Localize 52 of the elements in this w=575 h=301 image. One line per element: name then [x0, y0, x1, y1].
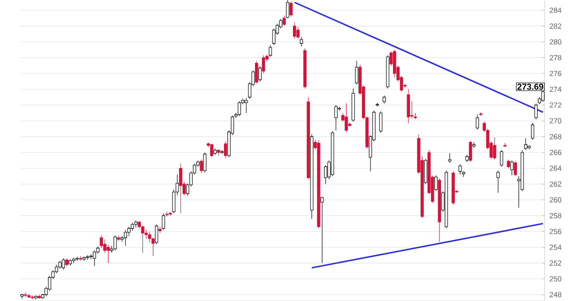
candlestick [534, 103, 538, 120]
candlestick [255, 60, 258, 84]
candlestick [179, 163, 182, 214]
candlestick [286, 0, 290, 18]
candlestick [162, 213, 166, 230]
candlestick [458, 164, 462, 175]
candlestick [141, 224, 144, 254]
candlestick [244, 98, 248, 114]
candlestick [282, 16, 286, 26]
candlestick [434, 175, 438, 192]
candlestick [320, 196, 324, 264]
candlestick [258, 66, 262, 82]
candlestick [203, 152, 206, 172]
candlestick [406, 89, 410, 124]
candlestick [224, 141, 228, 158]
candlestick [210, 144, 214, 158]
candlestick [334, 104, 338, 131]
candlestick [324, 164, 328, 184]
annotation: 273.69 [517, 84, 544, 90]
candlestick [514, 160, 517, 176]
candlestick [124, 230, 128, 246]
candlestick [379, 111, 382, 133]
candlestick [86, 254, 90, 260]
candlestick [62, 258, 65, 270]
candlestick [476, 114, 479, 130]
candlestick [300, 36, 304, 47]
candlestick [448, 153, 452, 164]
candlestick [268, 44, 272, 58]
candlestick [154, 224, 158, 244]
candlestick [493, 137, 496, 160]
candlestick [393, 50, 396, 78]
candlestick [355, 60, 358, 85]
candlestick [424, 158, 428, 184]
candlestick [524, 138, 528, 150]
candlestick [344, 103, 348, 132]
candlestick [472, 142, 476, 148]
candlestick [262, 55, 266, 74]
candlestick [89, 254, 93, 260]
candlestick [496, 170, 500, 194]
candlestick [500, 150, 504, 167]
candlestick [158, 226, 162, 234]
candlestick [238, 100, 241, 116]
candlestick [468, 140, 472, 162]
candlestick [290, 1, 293, 17]
candlestick [200, 159, 203, 174]
candlestick [20, 294, 24, 299]
candlestick [92, 250, 96, 267]
candlestick [106, 244, 110, 264]
candlestick [510, 160, 514, 176]
candlestick [114, 235, 117, 251]
candlestick [531, 122, 534, 140]
candlestick [292, 22, 296, 39]
